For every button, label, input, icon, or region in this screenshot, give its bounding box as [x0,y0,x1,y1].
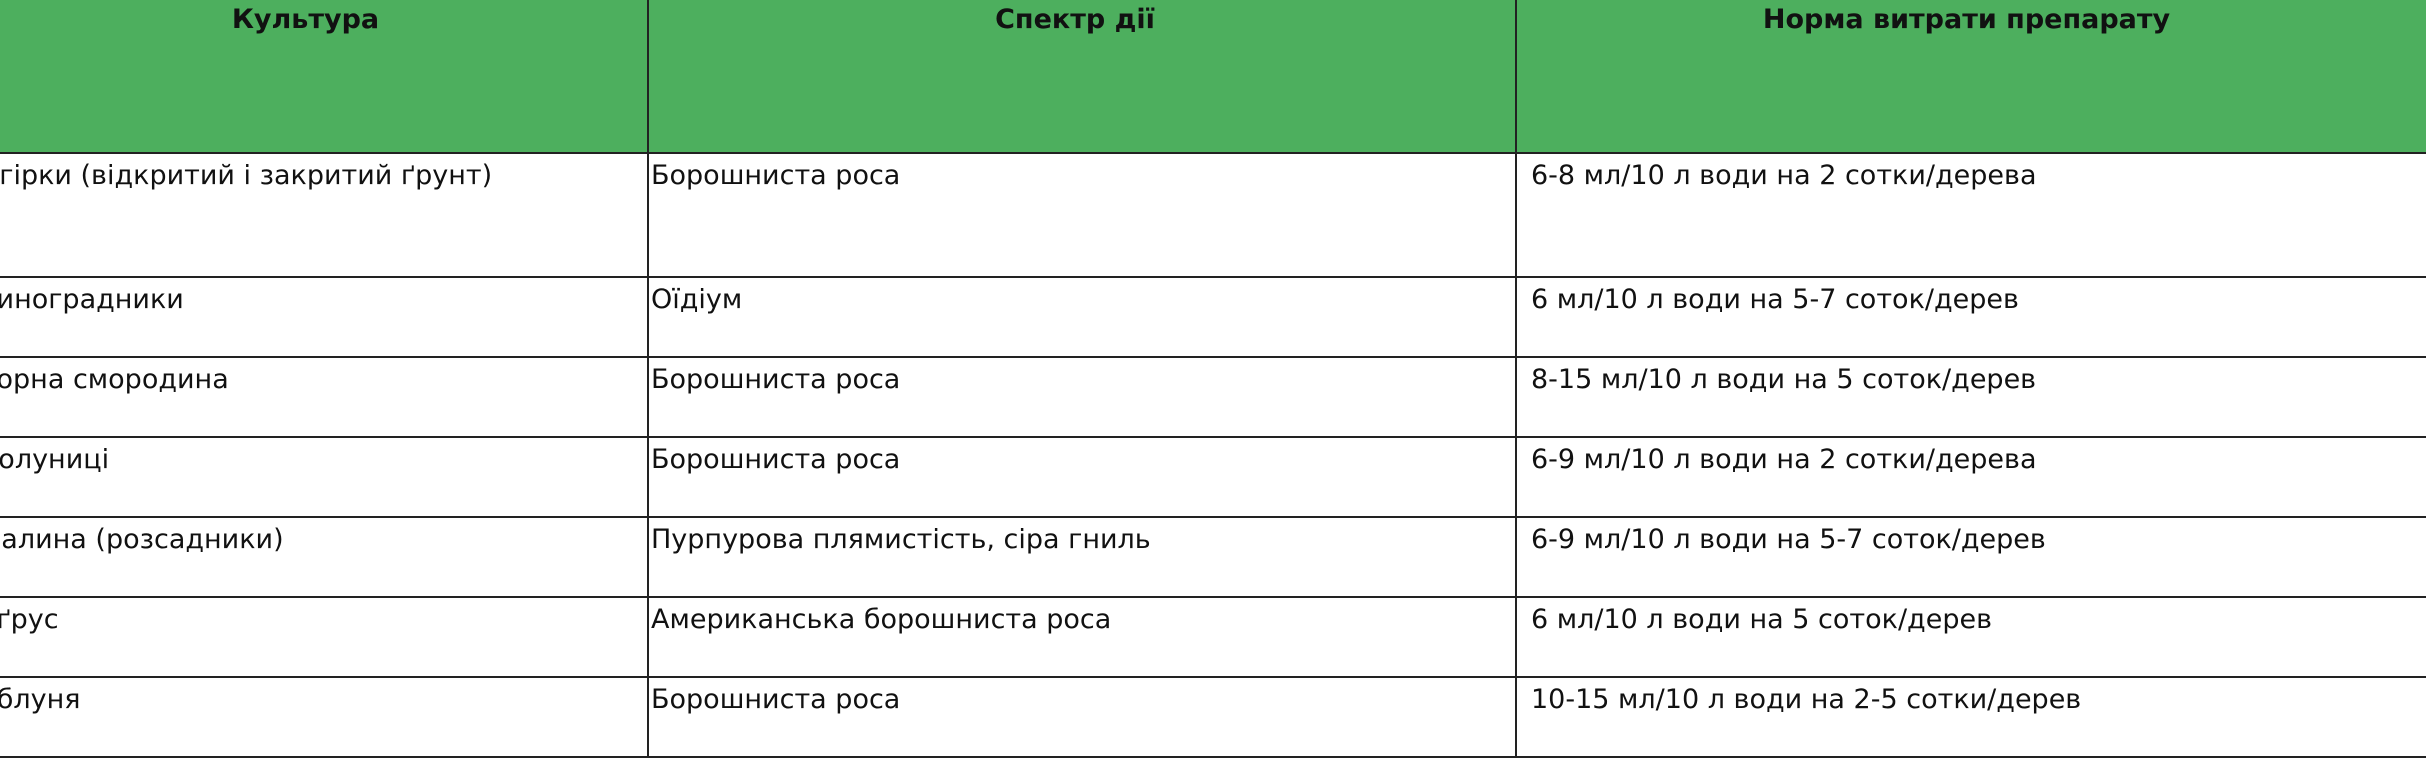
table-cell: Яблуня [0,676,649,758]
table-cell: 6-9 мл/10 л води на 2 сотки/дерева [1515,436,2426,518]
table-row: Чорна смородина Борошниста роса 8-15 мл/10… [0,356,2426,438]
table-cell: Оїдіум [647,276,1517,358]
table-cell: Пурпурова плямистість, сіра гниль [647,516,1517,598]
table-cell: Аґрус [0,596,649,678]
table-cell: Чорна смородина [0,356,649,438]
table-row: Малина (розсадники) Пурпурова плямистість… [0,516,2426,598]
table-cell: Полуниці [0,436,649,518]
table-row: Огірки (відкритий і закритий ґрунт) Борош… [0,152,2426,278]
table-cell: Виноградники [0,276,649,358]
table-body: Огірки (відкритий і закритий ґрунт) Борош… [0,152,2426,758]
table-cell: 6 мл/10 л води на 5 соток/дерев [1515,596,2426,678]
table-cell: Борошниста роса [647,436,1517,518]
column-header: Спектр дії [647,0,1517,154]
column-header: Норма витрати препарату [1515,0,2426,154]
table-cell: 8-15 мл/10 л води на 5 соток/дерев [1515,356,2426,438]
table-cell: 6-9 мл/10 л води на 5-7 соток/дерев [1515,516,2426,598]
header-row: Культура Спектр дії Норма витрати препарат… [0,0,2426,154]
table-cell: 6 мл/10 л води на 5-7 соток/дерев [1515,276,2426,358]
table-cell: Борошниста роса [647,676,1517,758]
table-row: ВиноградникиОїдіум6 мл/10 л води на 5-7 … [0,276,2426,358]
table-cell: Малина (розсадники) [0,516,649,598]
table-cell: Огірки (відкритий і закритий ґрунт) [0,152,649,278]
table-cell: Американська борошниста роса [647,596,1517,678]
table-cell: Борошниста роса [647,152,1517,278]
table-cell: 6-8 мл/10 л води на 2 сотки/дерева [1515,152,2426,278]
column-header: Культура [0,0,649,154]
table-cell: Борошниста роса [647,356,1517,438]
table-cell: 10-15 мл/10 л води на 2-5 сотки/дерев [1515,676,2426,758]
